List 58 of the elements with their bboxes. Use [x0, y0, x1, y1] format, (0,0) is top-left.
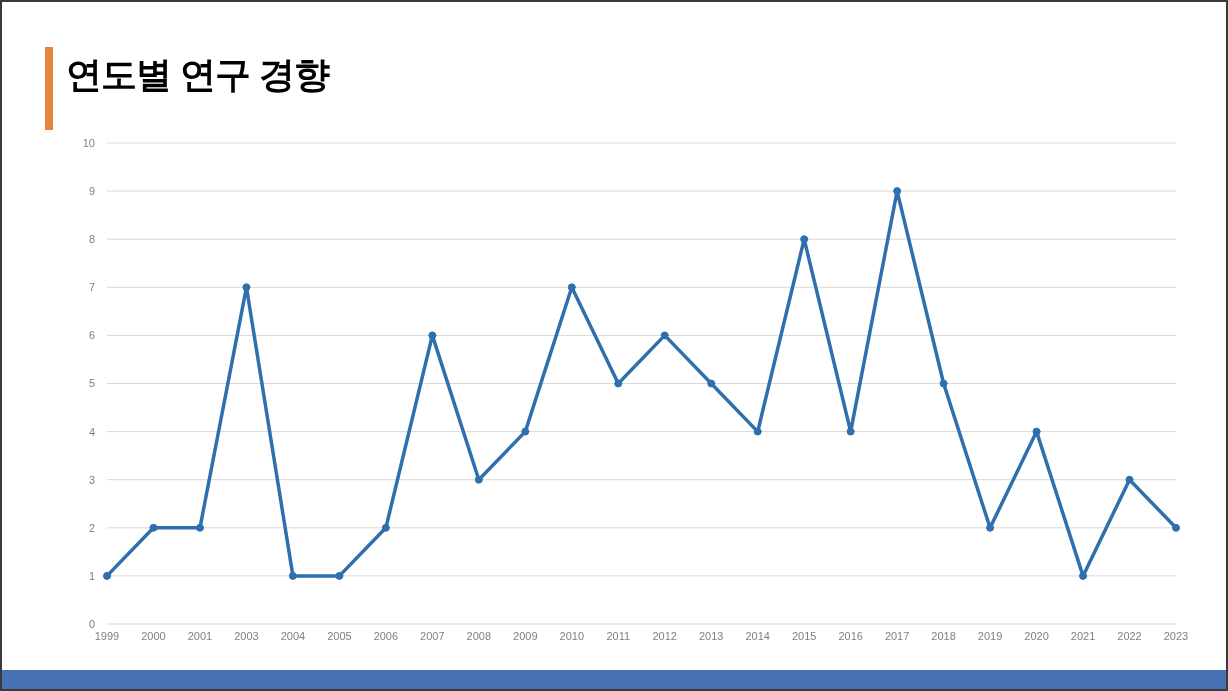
- point: [1032, 427, 1041, 436]
- point: [242, 283, 251, 292]
- point: [288, 571, 297, 580]
- point: [428, 331, 437, 340]
- x-tick-label: 2023: [1163, 629, 1189, 642]
- x-tick-label: 2006: [373, 629, 399, 642]
- x-tick-label: 2020: [1024, 629, 1049, 642]
- x-tick-label: 2000: [141, 629, 166, 642]
- x-tick-label: 1999: [94, 629, 120, 642]
- x-tick-label: 2001: [187, 629, 213, 642]
- y-tick-label: 6: [88, 329, 95, 342]
- x-tick-label: 2016: [838, 629, 863, 642]
- x-tick-label: 2007: [420, 629, 445, 642]
- y-tick-label: 7: [88, 281, 95, 294]
- y-tick-label: 0: [88, 617, 95, 630]
- point: [1125, 475, 1134, 484]
- point: [335, 571, 344, 580]
- y-tick-label: 10: [82, 136, 95, 149]
- y-tick-label: 5: [88, 377, 95, 390]
- point: [986, 523, 995, 532]
- point: [614, 379, 623, 388]
- x-tick-label: 2011: [606, 629, 631, 642]
- y-tick-label: 1: [88, 569, 95, 582]
- x-tick-label: 2005: [327, 629, 352, 642]
- point: [149, 523, 158, 532]
- x-tick-label: 2004: [280, 629, 306, 642]
- point: [939, 379, 948, 388]
- point: [707, 379, 716, 388]
- point: [753, 427, 762, 436]
- point: [521, 427, 530, 436]
- y-tick-label: 4: [88, 425, 95, 438]
- point: [846, 427, 855, 436]
- x-tick-label: 2022: [1117, 629, 1142, 642]
- x-tick-label: 2008: [466, 629, 492, 642]
- x-tick-label: 2010: [559, 629, 585, 642]
- x-tick-label: 2009: [513, 629, 538, 642]
- x-tick-label: 2012: [652, 629, 677, 642]
- point: [103, 571, 111, 580]
- point: [1172, 523, 1180, 532]
- point: [381, 523, 390, 532]
- chart-title: 연도별 연구 경향: [66, 53, 330, 97]
- y-tick-label: 8: [88, 233, 95, 246]
- y-tick-label: 9: [88, 185, 95, 198]
- point: [474, 475, 483, 484]
- x-tick-label: 2013: [698, 629, 724, 642]
- x-tick-label: 2021: [1070, 629, 1096, 642]
- point: [893, 187, 902, 196]
- x-tick-label: 2015: [791, 629, 817, 642]
- x-tick-label: 2019: [977, 629, 1003, 642]
- point: [195, 523, 204, 532]
- x-tick-label: 2003: [234, 629, 259, 642]
- x-tick-label: 2017: [884, 629, 910, 642]
- y-tick-label: 2: [88, 521, 95, 534]
- point: [660, 331, 669, 340]
- x-tick-label: 2018: [931, 629, 956, 642]
- x-tick-label: 2014: [745, 629, 770, 642]
- y-tick-label: 3: [88, 473, 95, 486]
- point: [800, 235, 809, 244]
